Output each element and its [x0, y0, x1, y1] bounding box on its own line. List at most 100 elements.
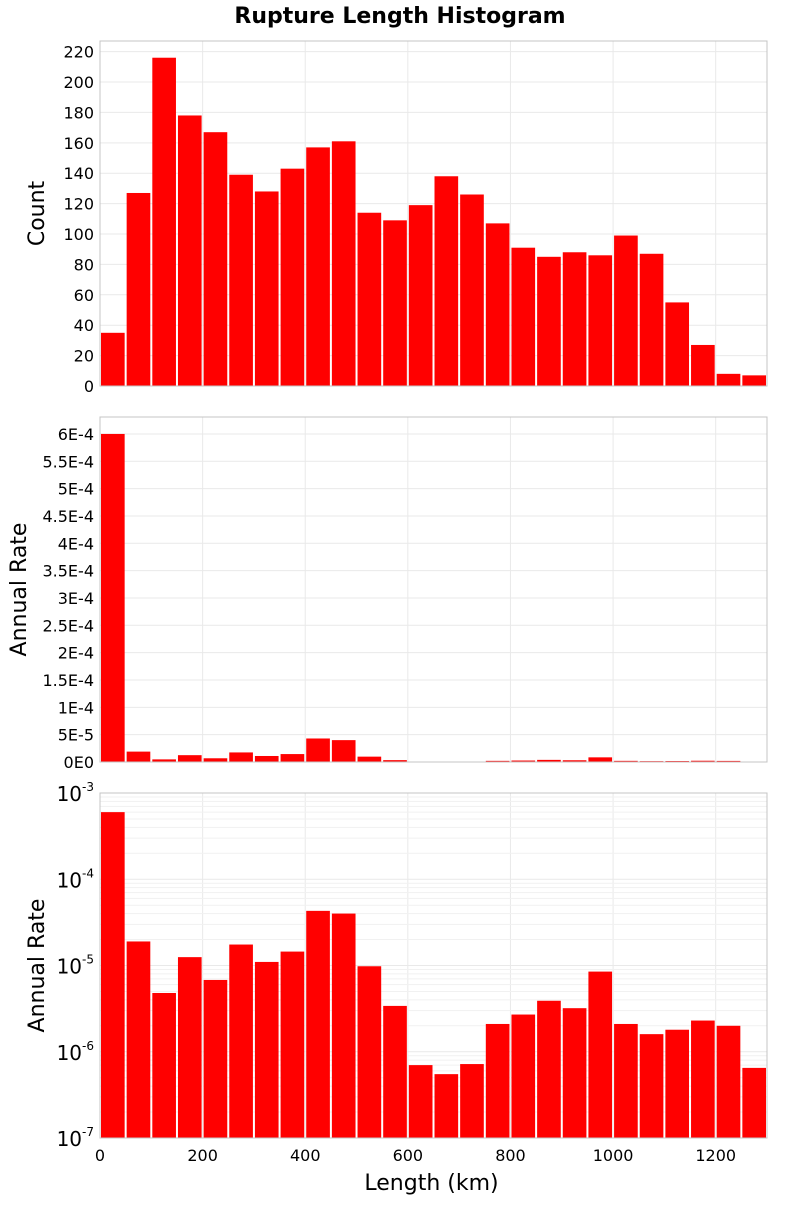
y-tick-label: 180: [63, 103, 94, 122]
histogram-bar: [588, 757, 612, 762]
y-tick-label: 4E-4: [58, 534, 94, 553]
histogram-bar: [563, 1008, 587, 1138]
y-tick-label: 1.5E-4: [42, 671, 94, 690]
histogram-bar: [229, 175, 253, 386]
histogram-bar: [281, 754, 305, 762]
histogram-bar: [204, 758, 228, 762]
y-tick-label: 1E-4: [58, 698, 94, 717]
y-tick-label: 220: [63, 43, 94, 62]
histogram-bar: [152, 58, 176, 386]
histogram-bar: [101, 333, 125, 386]
y-tick-label: 2.5E-4: [42, 616, 94, 635]
histogram-bar: [204, 132, 228, 386]
histogram-bar: [306, 738, 330, 762]
y-tick-label: 10-4: [57, 866, 94, 892]
histogram-bar: [281, 169, 305, 386]
histogram-bar: [742, 375, 766, 386]
histogram-bar: [306, 911, 330, 1138]
histogram-bar: [332, 914, 356, 1138]
histogram-bar: [358, 757, 382, 762]
histogram-bar: [255, 962, 279, 1138]
histogram-bar: [358, 966, 382, 1138]
histogram-bar: [640, 1034, 664, 1138]
histogram-bar: [511, 1015, 535, 1138]
y-tick-label: 3.5E-4: [42, 562, 94, 581]
histogram-bar: [409, 205, 433, 386]
histogram-bar: [460, 195, 484, 387]
y-tick-label: 10-7: [57, 1125, 94, 1151]
histogram-bar: [588, 255, 612, 386]
histogram-bar: [486, 223, 510, 386]
histogram-bar: [588, 972, 612, 1138]
histogram-bar: [486, 1024, 510, 1138]
histogram-bar: [332, 740, 356, 762]
y-tick-label: 5E-5: [58, 726, 94, 745]
histogram-bar: [255, 756, 279, 762]
histogram-bar: [101, 434, 125, 762]
y-tick-label: 40: [74, 316, 94, 335]
histogram-bar: [435, 176, 459, 386]
x-tick-label: 800: [495, 1146, 526, 1165]
y-tick-label: 5.5E-4: [42, 452, 94, 471]
histogram-bar: [665, 1030, 689, 1138]
histogram-bar: [563, 252, 587, 386]
histogram-bar: [383, 220, 407, 386]
x-tick-label: 400: [290, 1146, 321, 1165]
y-tick-label: 10-3: [57, 780, 94, 806]
histogram-bar: [127, 752, 151, 762]
histogram-bar: [306, 147, 330, 386]
y-tick-label: 200: [63, 73, 94, 92]
x-tick-label: 1000: [593, 1146, 634, 1165]
histogram-bar: [255, 191, 279, 386]
y-tick-label: 4.5E-4: [42, 507, 94, 526]
histogram-bar: [101, 812, 125, 1138]
histogram-bar: [409, 1065, 433, 1138]
histogram-bar: [358, 213, 382, 386]
y-axis-label: Count: [25, 180, 50, 246]
histogram-bar: [178, 957, 202, 1138]
histogram-bar: [742, 1068, 766, 1138]
histogram-bar: [614, 236, 638, 386]
y-tick-label: 0E0: [64, 753, 94, 772]
x-tick-label: 1200: [695, 1146, 736, 1165]
y-tick-label: 60: [74, 286, 94, 305]
histogram-bar: [127, 941, 151, 1138]
y-tick-label: 20: [74, 347, 94, 366]
x-tick-label: 600: [393, 1146, 424, 1165]
y-tick-label: 3E-4: [58, 589, 94, 608]
y-tick-label: 2E-4: [58, 644, 94, 663]
histogram-bar: [717, 1026, 741, 1138]
histogram-bar: [204, 980, 228, 1138]
histogram-bar: [281, 952, 305, 1138]
y-axis-label: Annual Rate: [25, 899, 50, 1033]
histogram-bar: [229, 752, 253, 762]
x-axis-label: Length (km): [364, 1171, 498, 1196]
y-tick-label: 120: [63, 195, 94, 214]
histogram-bar: [537, 1001, 561, 1138]
histogram-bar: [691, 345, 715, 386]
histogram-bar: [178, 755, 202, 762]
y-tick-label: 140: [63, 164, 94, 183]
histogram-bar: [435, 1074, 459, 1138]
y-tick-label: 10-5: [57, 953, 94, 979]
histogram-bar: [332, 141, 356, 386]
panel-2: 0E0 5E-5 1E-4 1.5E-4 2E-4 2.5E-4 3E-4 3.5E-4 4E-…: [7, 417, 767, 772]
histogram-bar: [640, 254, 664, 386]
histogram-bar: [614, 1024, 638, 1138]
histogram-bar: [717, 374, 741, 386]
y-tick-label: 0: [84, 377, 94, 396]
y-tick-label: 10-6: [57, 1039, 94, 1065]
histogram-bar: [127, 193, 151, 386]
x-tick-label: 0: [95, 1146, 105, 1165]
plot-frame: [100, 417, 767, 762]
y-tick-label: 5E-4: [58, 480, 94, 499]
histogram-bar: [229, 945, 253, 1138]
x-tick-label: 200: [187, 1146, 218, 1165]
histogram-bar: [383, 1006, 407, 1138]
histogram-bar: [152, 993, 176, 1138]
histogram-bar: [537, 257, 561, 386]
chart-title: Rupture Length Histogram: [234, 4, 565, 29]
y-tick-label: 6E-4: [58, 425, 94, 444]
